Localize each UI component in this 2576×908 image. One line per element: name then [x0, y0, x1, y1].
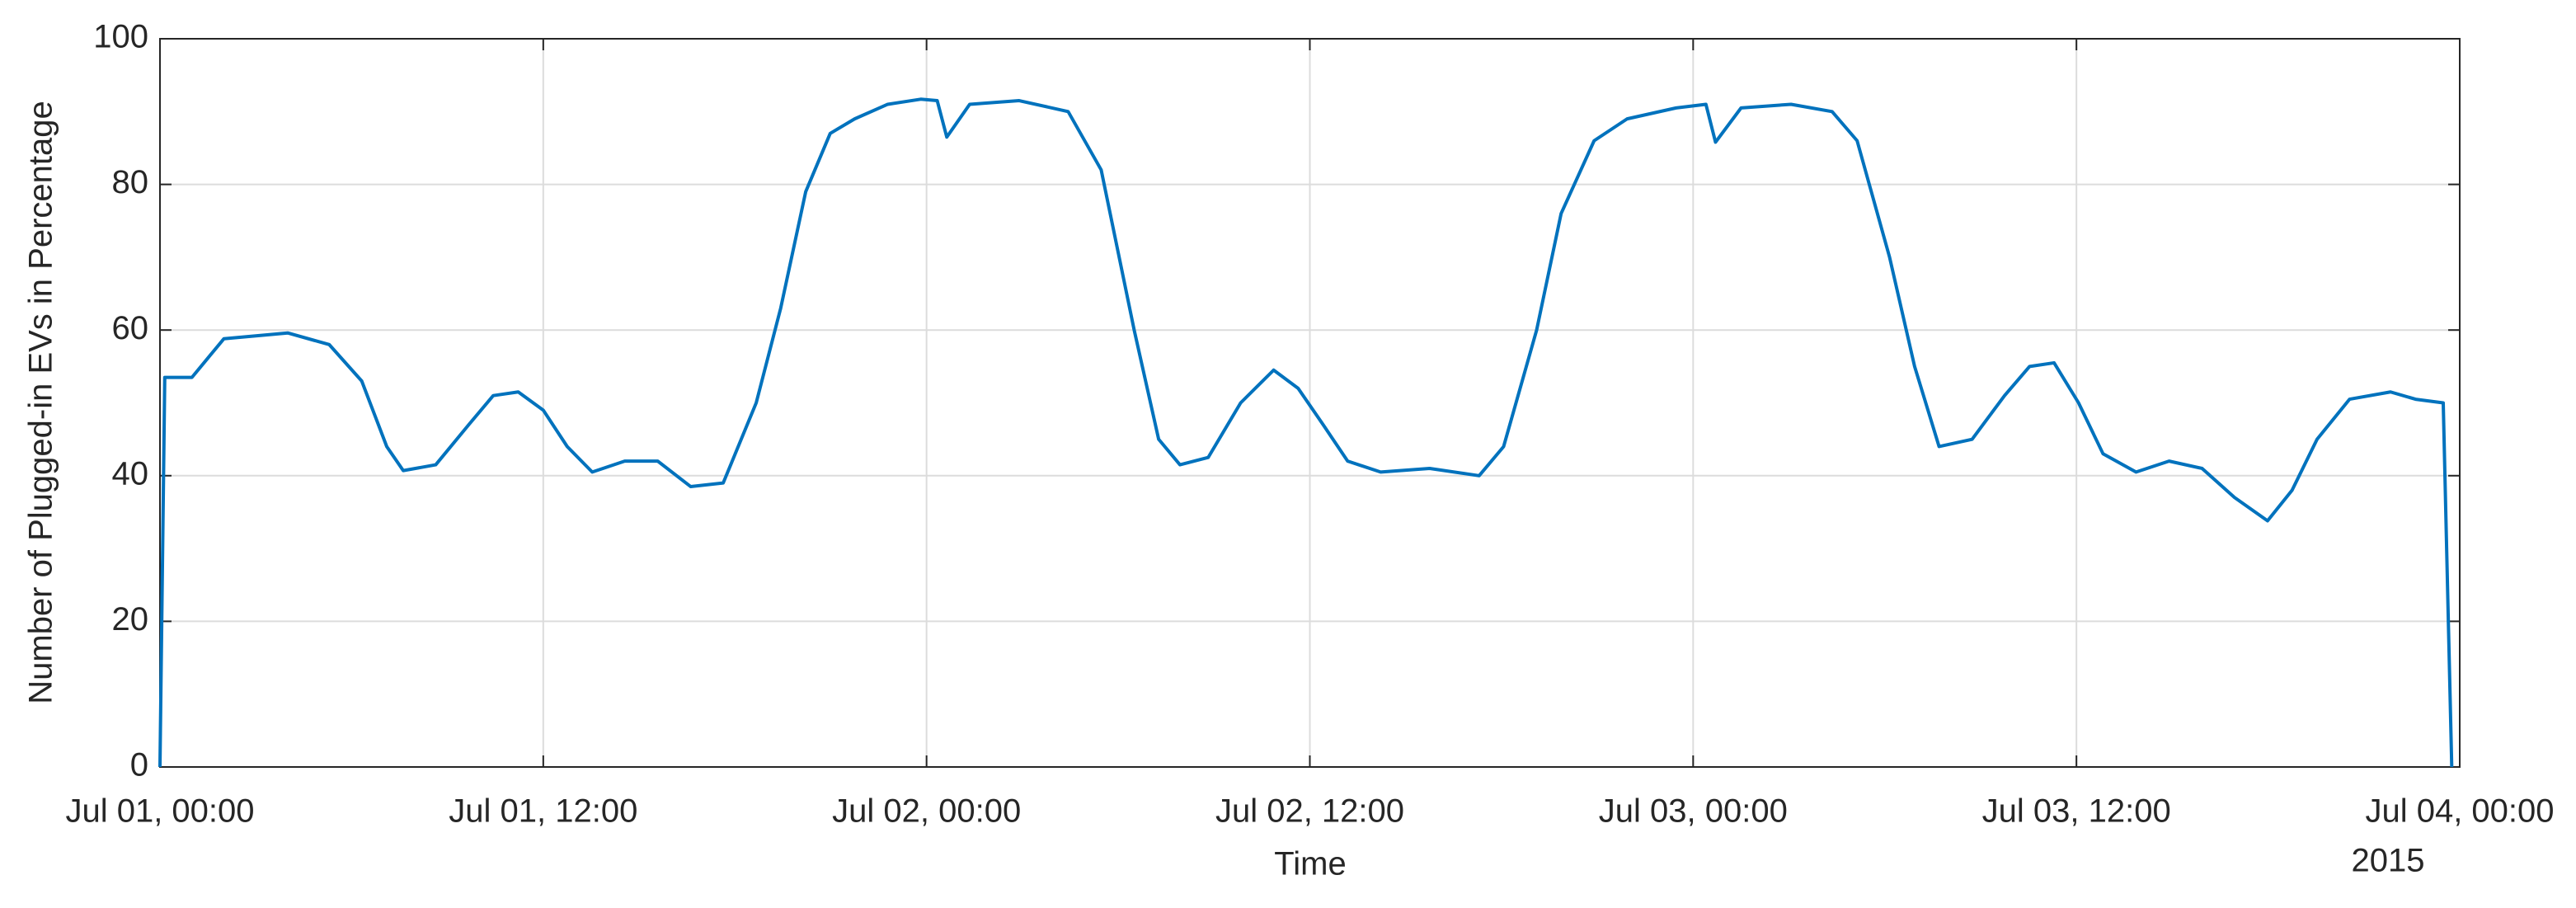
x-tick-label: Jul 04, 00:00	[2365, 793, 2554, 830]
data-line	[158, 97, 2454, 768]
x-tick-label: Jul 03, 00:00	[1599, 793, 1788, 830]
x-axis-label: Time	[1274, 846, 1346, 882]
y-tick-label: 40	[112, 455, 149, 492]
x-secondary-label: 2015	[2352, 843, 2425, 879]
y-axis-label: Number of Plugged-in EVs in Percentage	[23, 101, 59, 704]
y-tick-label: 60	[112, 310, 149, 346]
x-tick-label: Jul 03, 12:00	[1982, 793, 2171, 830]
axes-box	[159, 38, 2461, 768]
y-tick-label: 80	[112, 164, 149, 200]
x-tick-label: Jul 01, 00:00	[65, 793, 254, 830]
x-tick-label: Jul 01, 12:00	[449, 793, 637, 830]
x-tick-label: Jul 02, 00:00	[832, 793, 1021, 830]
y-tick-label: 100	[93, 19, 148, 55]
y-tick-label: 0	[130, 747, 148, 783]
y-tick-label: 20	[112, 601, 149, 637]
x-tick-label: Jul 02, 12:00	[1215, 793, 1404, 830]
